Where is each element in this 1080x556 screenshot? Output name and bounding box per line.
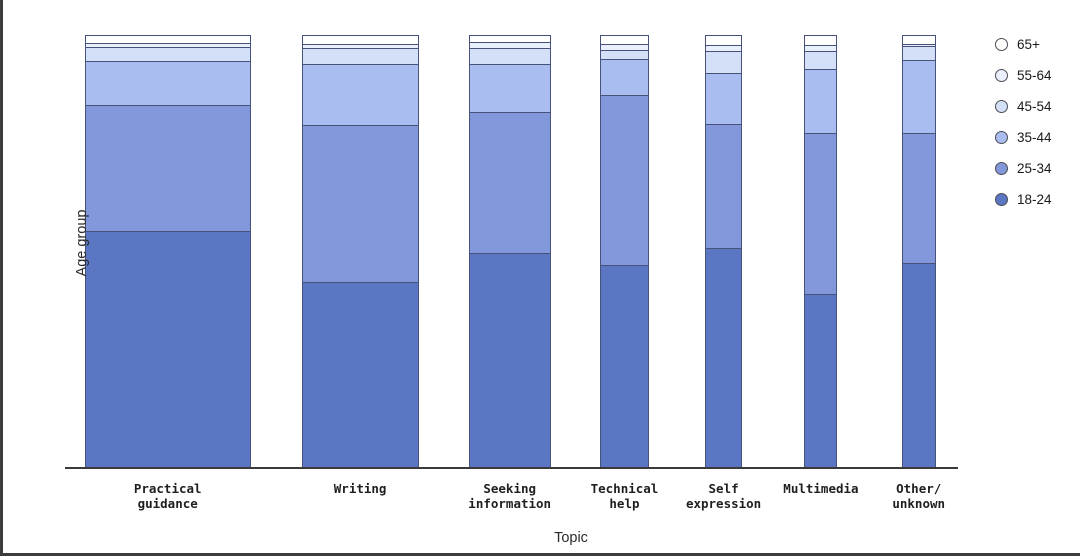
legend-swatch-circle-icon [995, 192, 1008, 206]
x-tick-label: Technical help [590, 481, 659, 511]
legend-label: 25-34 [1017, 160, 1052, 176]
bar-segment-55-64 [469, 41, 550, 49]
legend-item: 55-64 [995, 67, 1052, 83]
bar-segment-25-34 [85, 105, 250, 231]
bar-segment-18-24 [600, 264, 649, 467]
bar-segment-65plus [805, 36, 837, 46]
legend-item: 35-44 [995, 129, 1052, 145]
bar-segment-65plus [85, 36, 250, 44]
bar-segment-45-54 [469, 48, 550, 65]
legend-label: 35-44 [1017, 129, 1052, 145]
bar-segment-18-24 [902, 263, 935, 467]
bar-segment-65plus [902, 36, 935, 45]
x-axis-title: Topic [554, 530, 588, 546]
bar-segment-18-24 [805, 293, 837, 467]
bar-segment-55-64 [902, 44, 935, 47]
bar-segment-65plus [302, 36, 418, 45]
legend-swatch-circle-icon [995, 161, 1008, 175]
bar-segment-25-34 [600, 95, 649, 265]
stacked-bar [301, 35, 419, 468]
bar-segment-35-44 [902, 60, 935, 133]
bar-segment-45-54 [302, 48, 418, 65]
legend-item: 25-34 [995, 160, 1052, 176]
bar-segment-25-34 [469, 112, 550, 253]
legend-label: 45-54 [1017, 98, 1052, 114]
plot-area: Practical guidance Writing Seeking informa… [65, 35, 958, 546]
x-tick-label: Writing [333, 481, 387, 496]
legend-item: 18-24 [995, 191, 1052, 207]
stacked-bar [468, 35, 551, 468]
bar-segment-25-34 [302, 125, 418, 282]
stacked-bar [599, 35, 650, 468]
bar-segment-35-44 [600, 58, 649, 96]
bar-segment-45-54 [600, 49, 649, 59]
bar-segment-65plus [469, 36, 550, 42]
x-tick-label: Self expression [685, 481, 762, 511]
bar-segment-55-64 [706, 45, 741, 51]
stacked-bar [705, 35, 742, 468]
legend: 65+ 55-64 45-54 35-44 25-34 18-24 [995, 37, 1052, 223]
y-axis-title: Age group [74, 209, 90, 277]
bar-segment-55-64 [302, 44, 418, 49]
stacked-bar [804, 35, 838, 468]
legend-item: 65+ [995, 36, 1052, 52]
legend-swatch-circle-icon [995, 37, 1008, 51]
bar-segment-55-64 [805, 45, 837, 51]
bar-segment-45-54 [706, 50, 741, 74]
bar-segment-25-34 [706, 124, 741, 248]
bar-segment-65plus [706, 36, 741, 46]
x-tick-label: Multimedia [783, 481, 859, 496]
legend-item: 45-54 [995, 98, 1052, 114]
bar-segment-35-44 [302, 64, 418, 126]
bar-segment-35-44 [85, 60, 250, 106]
bar-segment-25-34 [902, 132, 935, 264]
bar-segment-65plus [600, 36, 649, 44]
x-tick-label: Seeking information [468, 481, 552, 511]
bar-segment-45-54 [902, 46, 935, 61]
bar-segment-55-64 [600, 43, 649, 50]
bar-segment-25-34 [805, 133, 837, 294]
bar-segment-55-64 [85, 43, 250, 47]
legend-label: 18-24 [1017, 191, 1052, 207]
bar-segment-18-24 [85, 230, 250, 467]
x-tick-label: Practical guidance [133, 481, 202, 511]
bar-segment-18-24 [706, 248, 741, 467]
bar-segment-35-44 [805, 68, 837, 134]
bar-segment-18-24 [469, 252, 550, 467]
x-axis-line [65, 467, 958, 469]
bar-segment-45-54 [805, 50, 837, 69]
bar-segment-45-54 [85, 46, 250, 61]
bar-segment-35-44 [706, 73, 741, 125]
legend-swatch-circle-icon [995, 68, 1008, 82]
x-tick-label: Other/ unknown [892, 481, 946, 511]
stacked-bar [901, 35, 936, 468]
stacked-bar [84, 35, 251, 468]
bar-segment-35-44 [469, 64, 550, 113]
legend-swatch-circle-icon [995, 99, 1008, 113]
legend-label: 65+ [1017, 36, 1040, 52]
legend-label: 55-64 [1017, 67, 1052, 83]
bar-segment-18-24 [302, 281, 418, 467]
legend-swatch-circle-icon [995, 130, 1008, 144]
